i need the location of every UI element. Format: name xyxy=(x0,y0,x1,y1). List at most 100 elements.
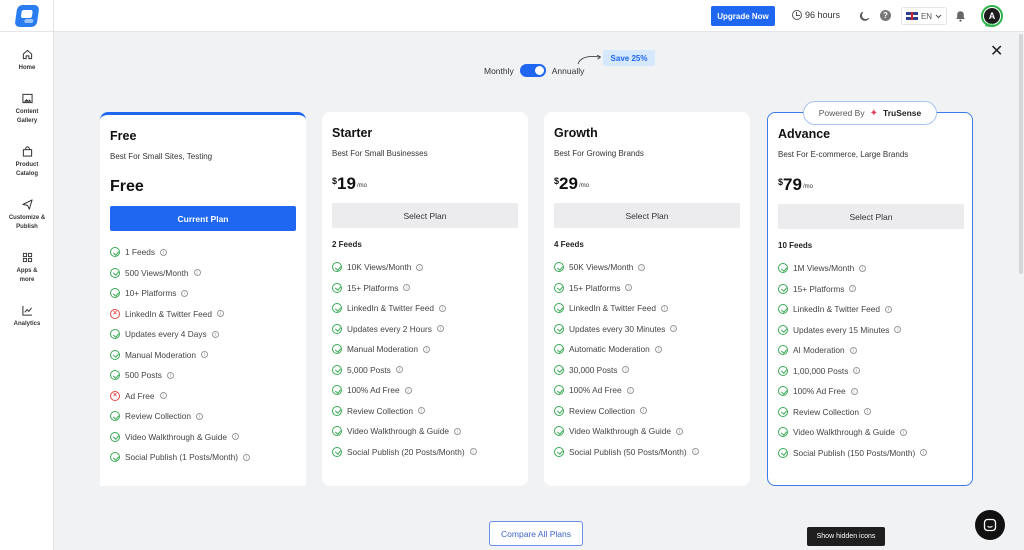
dark-mode-icon[interactable] xyxy=(858,10,870,22)
info-icon[interactable]: i xyxy=(242,453,250,461)
feature-item: AI Moderation i xyxy=(778,340,927,361)
monthly-label[interactable]: Monthly xyxy=(484,65,514,76)
feature-item: 10+ Platforms i xyxy=(110,283,250,304)
info-icon[interactable]: i xyxy=(654,345,662,353)
feature-text: 100% Ad Free xyxy=(347,385,400,396)
info-icon[interactable]: i xyxy=(850,387,858,395)
check-icon xyxy=(778,365,788,376)
info-icon[interactable]: i xyxy=(638,263,646,271)
billing-switch[interactable] xyxy=(519,64,546,77)
sidebar-item-home[interactable]: Home xyxy=(0,48,54,73)
info-icon[interactable]: i xyxy=(404,386,412,394)
info-icon[interactable]: i xyxy=(181,289,189,297)
notification-bell-icon[interactable] xyxy=(954,10,966,22)
info-icon[interactable]: i xyxy=(159,248,167,256)
info-icon[interactable]: i xyxy=(849,346,857,354)
select-plan-button[interactable]: Select Plan xyxy=(332,203,518,228)
language-selector[interactable]: EN xyxy=(901,7,947,25)
info-icon[interactable]: i xyxy=(639,407,647,415)
info-icon[interactable]: i xyxy=(195,412,203,420)
feature-text: 1 Feeds xyxy=(125,247,155,258)
info-icon[interactable]: i xyxy=(231,433,239,441)
sidebar-item-content-gallery[interactable]: Content Gallery xyxy=(0,92,54,126)
feature-item: Social Publish (50 Posts/Month) i xyxy=(554,442,699,463)
info-icon[interactable]: i xyxy=(395,366,403,374)
info-icon[interactable]: i xyxy=(899,428,907,436)
feature-item: × LinkedIn & Twitter Feed i xyxy=(110,304,250,325)
info-icon[interactable]: i xyxy=(675,427,683,435)
info-icon[interactable]: i xyxy=(920,449,928,457)
uk-flag-icon xyxy=(905,12,918,20)
price-period: /mo xyxy=(356,183,367,189)
sidebar-item-product-catalog[interactable]: Product Catalog xyxy=(0,145,54,179)
feature-text: Social Publish (150 Posts/Month) xyxy=(793,447,916,458)
powered-by-label: Powered By xyxy=(818,108,865,118)
upgrade-now-button[interactable]: Upgrade Now xyxy=(711,6,775,26)
app-logo[interactable] xyxy=(0,0,54,32)
annually-label[interactable]: Annually xyxy=(551,65,585,76)
info-icon[interactable]: i xyxy=(423,345,431,353)
check-icon xyxy=(110,431,120,442)
info-icon[interactable]: i xyxy=(885,305,893,313)
plan-subtitle: Best For E-commerce, Large Brands xyxy=(778,150,909,159)
info-icon[interactable]: i xyxy=(453,427,461,435)
select-plan-button[interactable]: Select Plan xyxy=(778,204,964,229)
scrollbar-track[interactable] xyxy=(1018,32,1024,550)
info-icon[interactable]: i xyxy=(201,351,209,359)
check-icon xyxy=(554,426,564,437)
feature-text: LinkedIn & Twitter Feed xyxy=(793,304,881,315)
check-icon xyxy=(110,452,120,463)
info-icon[interactable]: i xyxy=(859,264,867,272)
check-icon xyxy=(332,323,342,334)
info-icon[interactable]: i xyxy=(670,325,678,333)
check-icon xyxy=(110,370,120,381)
check-icon xyxy=(778,406,788,417)
scrollbar-thumb[interactable] xyxy=(1019,34,1023,274)
info-icon[interactable]: i xyxy=(417,407,425,415)
trial-hours[interactable]: 96 hours xyxy=(792,10,840,20)
info-icon[interactable]: i xyxy=(625,284,633,292)
info-icon[interactable]: i xyxy=(403,284,411,292)
info-icon[interactable]: i xyxy=(853,367,861,375)
sidebar-item-apps-more[interactable]: Apps & more xyxy=(0,251,54,285)
help-icon[interactable]: ? xyxy=(880,10,891,21)
feature-text: Review Collection xyxy=(793,406,859,417)
user-avatar[interactable]: A xyxy=(981,5,1003,27)
info-icon[interactable]: i xyxy=(159,392,167,400)
feature-text: AI Moderation xyxy=(793,345,845,356)
feature-text: 1M Views/Month xyxy=(793,263,855,274)
info-icon[interactable]: i xyxy=(849,285,857,293)
check-icon xyxy=(778,304,788,315)
current-plan-button[interactable]: Current Plan xyxy=(110,206,296,231)
check-icon xyxy=(554,262,564,273)
feature-text: 50K Views/Month xyxy=(569,262,634,273)
chat-launcher[interactable] xyxy=(975,510,1005,540)
feature-item: Social Publish (1 Posts/Month) i xyxy=(110,447,250,468)
info-icon[interactable]: i xyxy=(211,330,219,338)
info-icon[interactable]: i xyxy=(622,366,630,374)
feature-text: Social Publish (1 Posts/Month) xyxy=(125,452,238,463)
info-icon[interactable]: i xyxy=(626,386,634,394)
info-icon[interactable]: i xyxy=(863,408,871,416)
sidebar-item-analytics[interactable]: Analytics xyxy=(0,304,54,329)
sidebar-item-customize-publish[interactable]: Customize & Publish xyxy=(0,198,54,232)
cross-icon: × xyxy=(110,390,120,401)
info-icon[interactable]: i xyxy=(894,326,902,334)
info-icon[interactable]: i xyxy=(217,310,225,318)
info-icon[interactable]: i xyxy=(661,304,669,312)
info-icon[interactable]: i xyxy=(166,371,174,379)
close-icon[interactable]: ✕ xyxy=(990,43,1004,60)
feature-item: Video Walkthrough & Guide i xyxy=(110,427,250,448)
info-icon[interactable]: i xyxy=(193,269,201,277)
info-icon[interactable]: i xyxy=(416,263,424,271)
bag-icon xyxy=(21,145,33,157)
feature-item: 30,000 Posts i xyxy=(554,360,699,381)
info-icon[interactable]: i xyxy=(691,448,699,456)
select-plan-button[interactable]: Select Plan xyxy=(554,203,740,228)
avatar-initial: A xyxy=(984,8,1000,24)
compare-plans-button[interactable]: Compare All Plans xyxy=(489,521,583,546)
info-icon[interactable]: i xyxy=(439,304,447,312)
info-icon[interactable]: i xyxy=(469,448,477,456)
sidebar-label: Analytics xyxy=(13,321,41,327)
info-icon[interactable]: i xyxy=(436,325,444,333)
